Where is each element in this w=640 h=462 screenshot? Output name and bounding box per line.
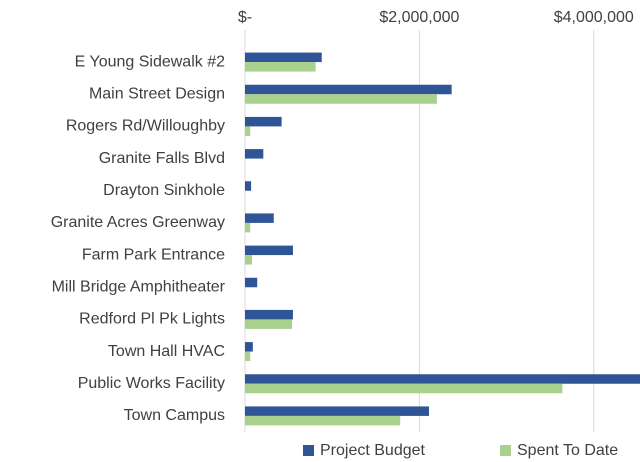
bar [245,309,293,320]
bar [245,126,251,136]
y-tick-label: Farm Park Entrance [82,246,225,263]
bar [245,374,640,384]
bar [245,52,322,63]
y-tick-label: Main Street Design [89,85,225,102]
bar [245,415,401,426]
y-tick-label: Rogers Rd/Willoughby [66,118,225,135]
bar [245,319,293,329]
bar [245,94,437,104]
y-tick-label: Redford Pl Pk Lights [79,311,225,328]
bar [245,116,282,127]
legend-swatch [500,445,511,456]
bar [245,62,316,72]
bar [245,245,293,256]
bar [245,149,264,159]
x-tick-label: $4,000,000 [554,9,634,26]
bar [245,351,251,362]
y-tick-label: E Young Sidewalk #2 [75,53,225,70]
x-tick-label: $- [238,9,252,26]
y-tick-label: Mill Bridge Amphitheater [52,278,226,295]
bar [245,213,274,223]
legend-label: Spent To Date [517,442,618,459]
bar [245,342,253,352]
y-tick-label: Public Works Facility [78,375,225,392]
legend-label: Project Budget [320,442,426,459]
y-tick-label: Granite Acres Greenway [51,214,225,231]
y-tick-label: Drayton Sinkhole [103,182,225,199]
bar [245,277,258,288]
bar [245,84,452,95]
legend-swatch [303,445,314,456]
bar [245,383,563,394]
y-tick-label: Granite Falls Blvd [99,150,225,167]
x-tick-label: $2,000,000 [379,9,459,26]
y-tick-label: Town Campus [124,407,225,424]
bars [245,52,640,426]
bar [245,222,251,233]
y-tick-label: Town Hall HVAC [108,343,225,360]
bar [245,406,429,416]
bar [245,255,252,265]
bar [245,181,252,191]
